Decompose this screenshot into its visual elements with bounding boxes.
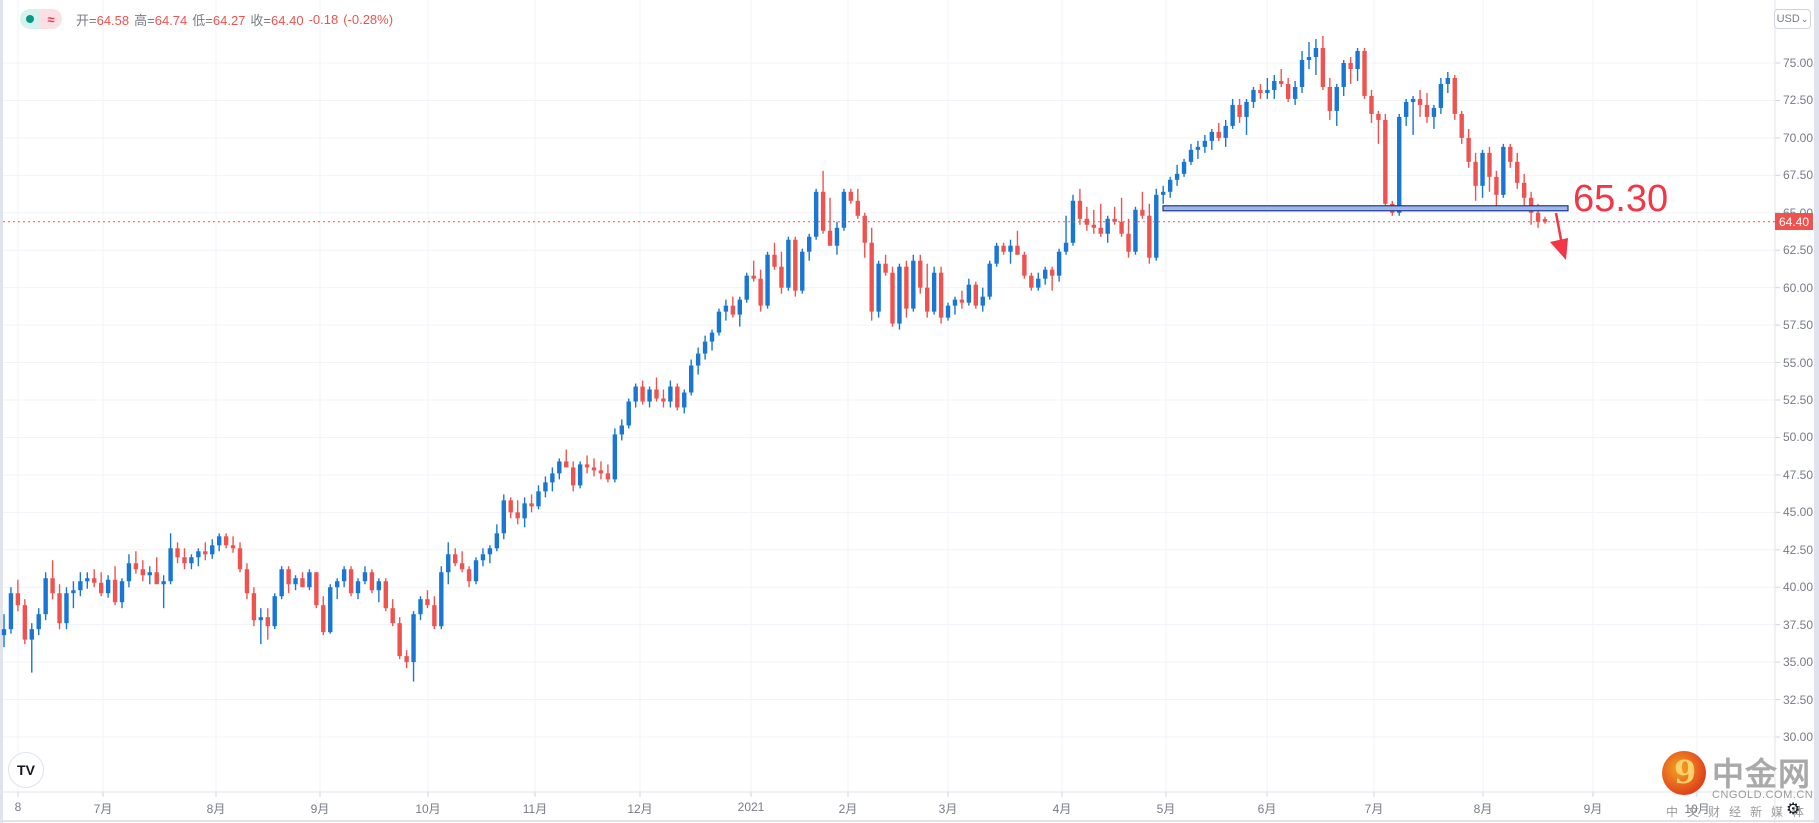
ohlc-legend: ≈ 开=64.58 高=64.74 低=64.27 收=64.40 -0.18 …: [20, 8, 398, 30]
level-annotation-label[interactable]: 65.30: [1573, 178, 1669, 220]
time-axis-label: 4月: [1052, 802, 1072, 816]
high-number: 64.74: [154, 12, 188, 28]
open-number: 64.58: [96, 12, 130, 28]
time-axis-label: 11月: [522, 802, 548, 816]
chart-frame-right: [1814, 0, 1819, 823]
time-axis-label: 10月: [1684, 802, 1710, 816]
time-axis-label: 8: [14, 800, 22, 814]
chart-frame-left: [0, 0, 3, 823]
tradingview-logo-icon[interactable]: TV: [8, 752, 44, 788]
high-label: 高=: [134, 12, 155, 28]
high-value: 高=64.74: [134, 10, 187, 29]
series-visibility-pill[interactable]: ≈: [20, 9, 62, 29]
time-axis-label: 12月: [627, 802, 653, 816]
currency-label: USD: [1776, 13, 1800, 25]
last-price-tag: 64.40: [1775, 213, 1813, 231]
time-axis-label: 2021: [737, 800, 765, 814]
price-axis-label: 32.50: [1783, 692, 1814, 707]
open-value: 开=64.58: [76, 10, 129, 29]
time-axis-label: 7月: [93, 802, 113, 816]
price-axis-label: 60.00: [1783, 280, 1814, 295]
price-axis-label: 45.00: [1783, 505, 1814, 520]
price-axis-label: 70.00: [1783, 130, 1814, 145]
price-axis-label: 30.00: [1783, 730, 1814, 744]
price-axis-label: 52.50: [1783, 393, 1814, 407]
time-axis-label: 9月: [1583, 802, 1603, 816]
price-axis-label: 37.50: [1783, 617, 1814, 632]
price-axis-label: 57.50: [1783, 318, 1814, 333]
price-axis-label: 55.00: [1783, 355, 1814, 370]
low-label: 低=: [192, 12, 213, 28]
candles: [1, 36, 1548, 682]
overlays: [3, 205, 1775, 260]
time-axis-label: 2月: [838, 802, 858, 816]
price-axis-label: 35.00: [1783, 655, 1814, 670]
tradingview-logo-text: TV: [17, 762, 35, 778]
time-axis-label: 7月: [1364, 802, 1384, 816]
change-percent: (-0.28%): [343, 11, 394, 27]
close-label: 收=: [250, 12, 272, 28]
time-axis-label: 6月: [1257, 802, 1277, 816]
price-axis-label: 40.00: [1783, 580, 1814, 595]
time-axis-label: 3月: [938, 802, 958, 816]
price-axis-label: 50.00: [1783, 430, 1814, 445]
open-label: 开=: [76, 12, 97, 28]
change-value: -0.18: [308, 11, 339, 27]
time-axis-label: 10月: [415, 802, 441, 816]
time-axis-label: 8月: [206, 802, 226, 816]
low-number: 64.27: [212, 12, 246, 28]
wave-icon[interactable]: ≈: [40, 9, 62, 29]
time-axis-label: 5月: [1156, 802, 1176, 816]
price-axis-label: 75.00: [1783, 56, 1814, 70]
currency-button[interactable]: USD ⌄: [1774, 9, 1811, 29]
price-axis-label: 62.50: [1783, 243, 1814, 258]
gear-icon[interactable]: ⚙: [1786, 801, 1801, 818]
chevron-down-icon: ⌄: [1800, 13, 1809, 24]
close-number: 64.40: [271, 12, 304, 28]
low-value: 低=64.27: [192, 10, 245, 29]
price-axis-label: 67.50: [1783, 168, 1814, 183]
time-axis-label: 8月: [1473, 802, 1493, 816]
price-axis-label: 47.50: [1783, 467, 1814, 482]
close-value: 收=64.40: [250, 10, 303, 29]
price-axis-label: 72.50: [1783, 93, 1814, 108]
price-axis-label: 42.50: [1783, 542, 1814, 557]
dot-icon[interactable]: [20, 9, 40, 29]
time-axis-label: 9月: [310, 802, 330, 816]
